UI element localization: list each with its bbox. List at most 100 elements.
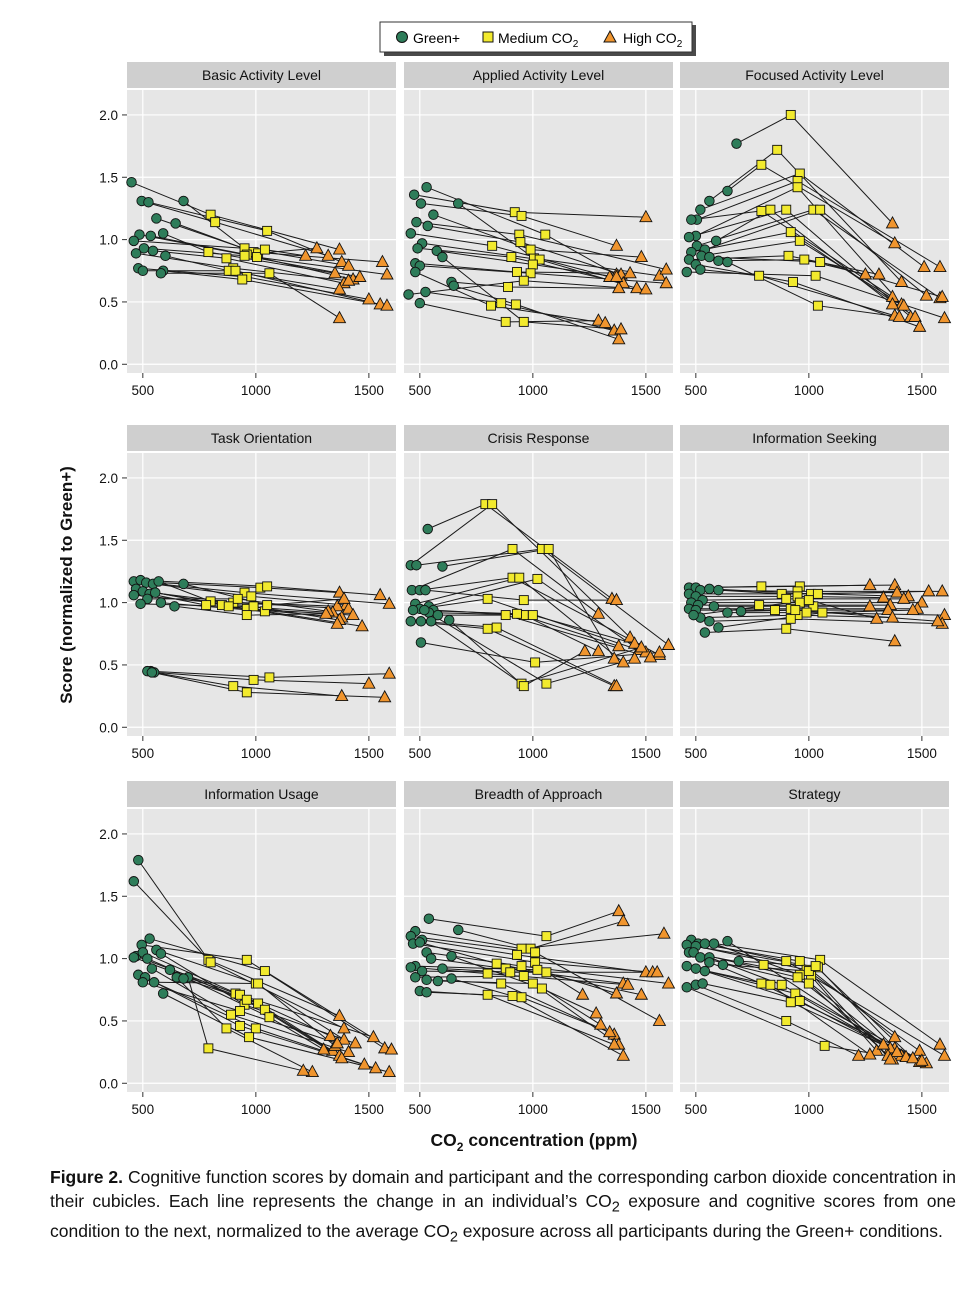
medium-co2-point — [815, 204, 826, 215]
green-plus-point — [422, 523, 433, 535]
high-co2-point — [906, 602, 920, 616]
caption-sub-2: 2 — [449, 1229, 458, 1245]
green-plus-point — [405, 962, 417, 973]
medium-co2-point — [518, 971, 529, 982]
panel-title: Focused Activity Level — [745, 67, 884, 83]
x-tick-label: 1000 — [518, 383, 548, 398]
green-plus-point — [157, 228, 169, 239]
medium-co2-point — [541, 931, 552, 942]
medium-co2-point — [235, 1020, 245, 1031]
medium-co2-point — [506, 252, 517, 263]
green-plus-point — [407, 604, 419, 616]
high-co2-point — [659, 275, 673, 289]
green-plus-point — [160, 250, 171, 262]
x-tick-label: 500 — [132, 383, 155, 398]
green-plus-point — [412, 243, 423, 254]
x-tick-label: 500 — [409, 746, 432, 761]
high-co2-point — [382, 1064, 396, 1078]
medium-co2-point — [801, 607, 812, 618]
medium-co2-point — [205, 957, 216, 968]
green-plus-point — [421, 987, 432, 998]
green-plus-point — [414, 297, 426, 309]
green-plus-point — [143, 196, 154, 208]
high-co2-point — [319, 606, 333, 619]
x-tick-label: 500 — [409, 383, 432, 398]
medium-co2-point — [541, 678, 552, 689]
medium-co2-point — [239, 250, 250, 261]
high-co2-point — [876, 1037, 891, 1050]
high-co2-point — [323, 1028, 338, 1041]
x-tick-label: 1000 — [794, 383, 824, 398]
legend-label-green: Green+ — [413, 30, 460, 46]
high-co2-point — [332, 310, 347, 324]
green-plus-point — [697, 978, 708, 989]
legend-label-medium: Medium CO2 — [498, 30, 579, 50]
medium-co2-point — [781, 1015, 792, 1026]
medium-co2-point — [527, 610, 538, 621]
medium-co2-point — [790, 605, 801, 616]
green-plus-point — [446, 973, 457, 984]
high-co2-point — [334, 254, 349, 267]
high-co2-point — [602, 1024, 617, 1038]
high-co2-point — [890, 585, 904, 598]
green-plus-point — [699, 938, 711, 949]
medium-co2-point — [516, 210, 527, 221]
medium-co2-point — [510, 299, 521, 310]
medium-co2-point — [803, 595, 814, 606]
medium-co2-point — [781, 623, 792, 634]
high-co2-point — [334, 688, 349, 702]
green-plus-point — [414, 937, 426, 948]
x-axis-label: CO2 concentration (ppm) — [431, 1130, 638, 1154]
high-co2-point — [930, 613, 945, 627]
medium-co2-point — [541, 967, 552, 978]
high-co2-point — [616, 1048, 631, 1061]
medium-co2-point — [248, 674, 259, 685]
green-plus-point — [683, 231, 695, 243]
high-co2-point — [609, 238, 624, 251]
green-plus-point — [432, 975, 444, 987]
high-co2-point — [609, 986, 624, 999]
markers — [405, 903, 676, 1061]
green-plus-point — [717, 959, 729, 971]
green-plus-point — [405, 616, 417, 627]
high-co2-point — [355, 618, 369, 632]
high-co2-point — [935, 289, 949, 302]
high-co2-point — [598, 315, 612, 329]
medium-co2-point — [527, 259, 538, 270]
green-plus-point — [170, 218, 181, 229]
medium-co2-point — [754, 600, 765, 611]
high-co2-point — [661, 976, 676, 989]
green-plus-point — [695, 264, 706, 275]
green-plus-point — [411, 216, 422, 228]
green-plus-point — [137, 977, 149, 988]
caption-sub-1: 2 — [611, 1199, 620, 1215]
y-tick-label: 2.0 — [99, 471, 118, 486]
medium-co2-point — [785, 227, 796, 238]
medium-co2-point — [259, 244, 270, 255]
markers — [128, 854, 399, 1078]
medium-co2-point — [244, 1032, 255, 1043]
green-plus-point — [155, 268, 167, 279]
y-tick-label: 2.0 — [99, 827, 118, 842]
medium-co2-point — [518, 595, 529, 606]
medium-co2-point — [228, 681, 239, 692]
medium-co2-point — [756, 581, 767, 592]
green-plus-point — [153, 576, 164, 587]
panel-applied-activity-level: Applied Activity Level 500 1000 1500 — [403, 62, 673, 398]
medium-co2-point — [507, 544, 518, 554]
medium-co2-point — [203, 247, 214, 258]
medium-co2-point — [536, 983, 547, 994]
green-plus-point — [142, 953, 153, 964]
high-co2-point — [614, 321, 628, 335]
green-plus-point — [722, 935, 733, 947]
high-co2-point — [650, 964, 664, 978]
medium-co2-point — [785, 109, 796, 120]
medium-co2-point — [514, 572, 525, 583]
high-co2-point — [863, 577, 877, 591]
high-co2-point — [863, 1047, 877, 1060]
medium-co2-point — [221, 253, 232, 264]
high-co2-point — [341, 258, 356, 271]
y-tick-label: 1.5 — [99, 170, 118, 185]
high-co2-point — [337, 591, 351, 604]
green-plus-point — [137, 265, 149, 277]
